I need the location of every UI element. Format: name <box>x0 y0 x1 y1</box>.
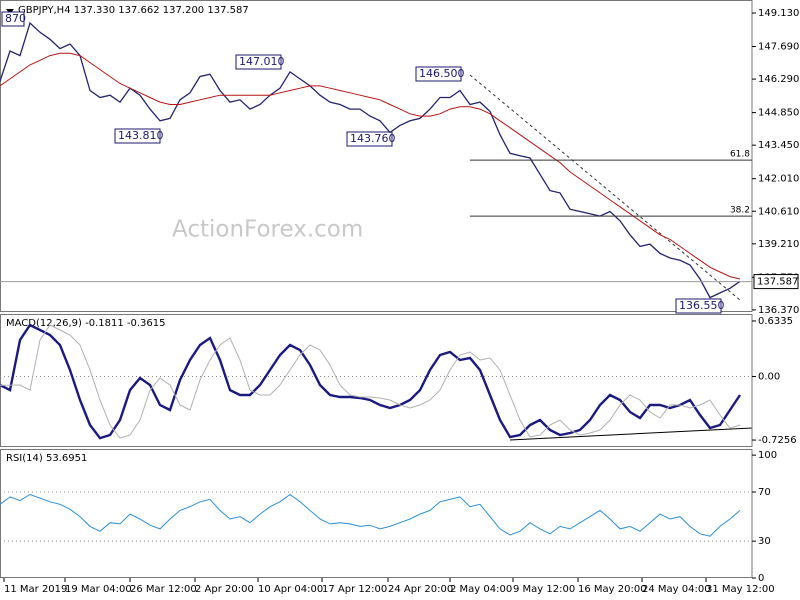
annotation: 146.500 <box>419 67 465 80</box>
y-tick-label: 30 <box>758 536 771 547</box>
x-tick-label: 24 May 04:00 <box>642 584 711 595</box>
y-tick-label: 70 <box>758 487 771 498</box>
annotation-box <box>346 131 393 147</box>
y-tick-label: 139.210 <box>758 239 799 250</box>
x-tick-label: 16 May 20:00 <box>578 584 647 595</box>
y-tick-label: 149.130 <box>758 8 799 19</box>
series-line <box>0 21 741 299</box>
series-line <box>0 324 741 439</box>
y-tick-label: 143.450 <box>758 140 799 151</box>
y-tick-label: 136.370 <box>758 305 799 316</box>
y-tick-label: 147.690 <box>758 42 799 53</box>
x-tick-label: 19 Mar 04:00 <box>65 584 132 595</box>
trendline <box>469 74 741 301</box>
fib-label: 38.2 <box>730 206 750 216</box>
last-price-box <box>753 274 799 290</box>
x-tick-label: 26 Mar 12:00 <box>130 584 197 595</box>
y-tick-label: 140.610 <box>758 206 799 217</box>
annotation-box <box>235 54 282 70</box>
annotation: 143.810 <box>118 129 164 142</box>
price-header: GBPJPY,H4 137.330 137.662 137.200 137.58… <box>18 5 249 16</box>
x-tick-label: 9 May 12:00 <box>513 584 575 595</box>
annotation: 143.760 <box>350 132 396 145</box>
annotation-box <box>114 128 161 144</box>
macd-trendline <box>509 427 753 441</box>
annotation-box <box>675 298 722 314</box>
x-tick-label: 10 Apr 04:00 <box>258 584 323 595</box>
macd-header: MACD(12,26,9) -0.1811 -0.3615 <box>6 318 166 329</box>
rsi-header: RSI(14) 53.6951 <box>6 453 87 464</box>
panel-frame <box>0 314 753 447</box>
y-tick-label: 0 <box>758 573 764 584</box>
x-tick-label: 11 Mar 2019 <box>4 584 67 595</box>
annotations: 870 147.010 146.500 143.810 143.760 136.… <box>1 11 725 314</box>
last-price-label: 137.587 <box>757 277 798 288</box>
series-line <box>0 323 741 440</box>
y-tick-label: 144.850 <box>758 108 799 119</box>
x-tick-label: 2 May 04:00 <box>450 584 512 595</box>
x-tick-label: 2 Apr 20:00 <box>195 584 254 595</box>
fib-label: 61.8 <box>730 150 750 160</box>
panel-frame <box>0 0 753 312</box>
annotation: 147.010 <box>239 55 285 68</box>
y-tick-label: 0.6335 <box>758 316 793 327</box>
y-tick-label: 146.290 <box>758 74 799 85</box>
y-tick-label: 142.010 <box>758 174 799 185</box>
y-tick-label: 0.00 <box>758 371 780 382</box>
series-line <box>0 493 741 537</box>
x-tick-label: 17 Apr 12:00 <box>322 584 387 595</box>
panel-frame <box>0 449 753 578</box>
x-tick-label: 24 Apr 20:00 <box>388 584 453 595</box>
annotation-box <box>1 11 25 27</box>
y-tick-label: 100 <box>758 450 777 461</box>
y-tick-label: -0.7256 <box>758 435 797 446</box>
annotation: 870 <box>5 12 26 25</box>
watermark: ActionForex.com <box>172 217 363 243</box>
x-tick-label: 31 May 12:00 <box>706 584 775 595</box>
annotation: 136.550 <box>679 299 725 312</box>
series-line <box>0 52 741 280</box>
annotation-box <box>415 66 462 82</box>
